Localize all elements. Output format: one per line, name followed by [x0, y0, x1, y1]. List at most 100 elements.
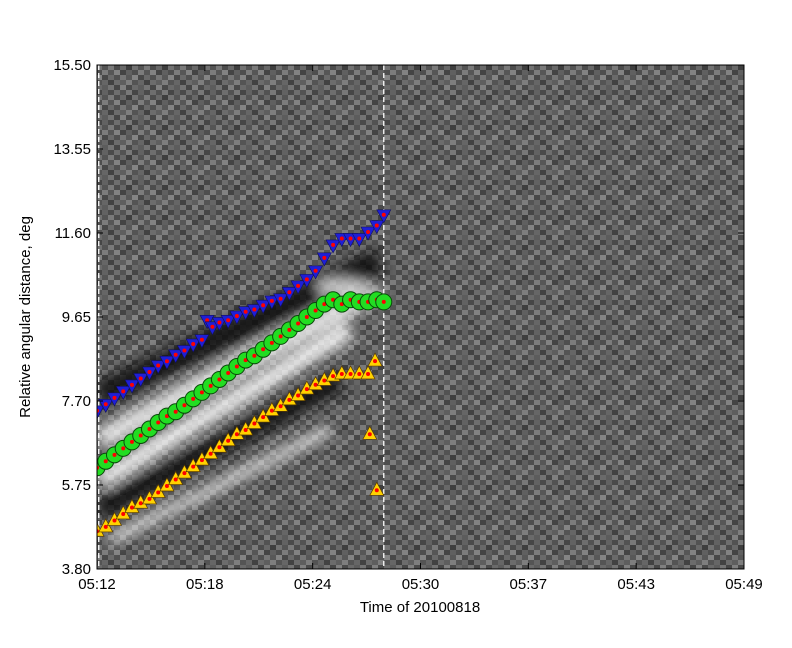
y-tick-label: 13.55	[53, 141, 91, 158]
marker-center	[313, 268, 318, 273]
marker-center	[331, 374, 336, 379]
marker-center	[147, 427, 152, 431]
marker-center	[205, 318, 210, 323]
down-triangle-marker	[97, 405, 105, 420]
marker-center	[357, 236, 362, 241]
marker-center	[217, 445, 222, 450]
marker-center	[322, 255, 327, 260]
y-tick-label: 5.75	[62, 477, 91, 494]
marker-center	[374, 223, 379, 228]
marker-center	[367, 432, 372, 437]
marker-center	[156, 490, 161, 495]
marker-center	[261, 415, 266, 420]
marker-center	[261, 303, 266, 308]
marker-center	[164, 484, 169, 488]
marker-center	[278, 296, 283, 301]
marker-center	[226, 438, 231, 443]
marker-center	[182, 471, 187, 476]
marker-center	[173, 477, 178, 482]
marker-center	[322, 378, 327, 383]
marker-center	[339, 236, 344, 241]
marker-center	[191, 342, 196, 346]
marker-center	[296, 321, 301, 326]
marker-center	[103, 402, 108, 407]
marker-center	[313, 382, 318, 387]
marker-center	[182, 403, 187, 408]
x-tick-label: 05:24	[294, 576, 332, 593]
x-tick-label: 05:49	[725, 576, 763, 593]
marker-center	[156, 420, 161, 425]
y-tick-label: 15.50	[53, 57, 91, 74]
marker-center	[366, 230, 371, 234]
marker-center	[208, 383, 213, 388]
marker-center	[287, 290, 292, 295]
marker-center	[331, 242, 336, 247]
marker-center	[121, 512, 126, 516]
marker-center	[208, 451, 213, 456]
x-tick-label: 05:30	[402, 576, 440, 593]
marker-center	[138, 433, 143, 438]
marker-center	[374, 488, 379, 493]
marker-center	[252, 421, 257, 426]
plot-background	[97, 65, 744, 569]
marker-center	[129, 382, 134, 387]
marker-center	[357, 372, 362, 376]
marker-center	[173, 409, 178, 414]
marker-center	[269, 340, 274, 345]
marker-center	[129, 505, 134, 510]
y-tick-label: 9.65	[62, 309, 91, 326]
marker-center	[182, 348, 187, 353]
x-axis: 05:12 05:18 05:24 05:30 05:37 05:43 05:49	[78, 65, 763, 593]
marker-center	[103, 524, 108, 529]
marker-center	[304, 387, 309, 392]
marker-center	[373, 359, 378, 364]
marker-center	[287, 327, 292, 332]
x-tick-label: 05:43	[617, 576, 655, 593]
x-tick-label: 05:18	[186, 576, 224, 593]
marker-center	[129, 439, 134, 444]
marker-center	[243, 309, 248, 314]
marker-center	[296, 393, 301, 398]
marker-center	[313, 308, 318, 313]
marker-center	[199, 390, 204, 395]
marker-center	[217, 377, 222, 382]
marker-center	[226, 371, 231, 375]
marker-center	[173, 352, 178, 357]
y-tick-label: 7.70	[62, 393, 91, 410]
marker-center	[138, 501, 143, 506]
marker-center	[199, 337, 204, 342]
marker-center	[147, 496, 152, 501]
x-tick-label: 05:37	[510, 576, 548, 593]
marker-center	[121, 446, 126, 451]
marker-center	[304, 277, 309, 282]
marker-center	[269, 408, 274, 413]
marker-center	[339, 372, 344, 376]
marker-center	[304, 315, 309, 319]
marker-center	[278, 334, 283, 339]
marker-center	[103, 459, 108, 464]
marker-center	[269, 298, 274, 303]
marker-center	[112, 395, 117, 400]
marker-center	[156, 363, 161, 368]
marker-center	[348, 236, 353, 241]
marker-center	[296, 283, 301, 288]
marker-center	[191, 396, 196, 401]
marker-center	[121, 389, 126, 394]
marker-center	[217, 320, 222, 325]
marker-center	[381, 212, 386, 217]
marker-center	[199, 458, 204, 463]
marker-center	[252, 307, 257, 312]
marker-center	[147, 370, 152, 374]
marker-center	[234, 364, 239, 369]
marker-center	[234, 432, 239, 437]
marker-center	[261, 347, 266, 352]
series-layer	[97, 209, 393, 537]
x-axis-label: Time of 20100818	[360, 599, 480, 616]
marker-center	[164, 359, 169, 364]
marker-center	[226, 318, 231, 323]
marker-center	[112, 452, 117, 457]
marker-center	[252, 353, 257, 358]
y-tick-label: 11.60	[55, 225, 91, 242]
marker-center	[191, 464, 196, 469]
